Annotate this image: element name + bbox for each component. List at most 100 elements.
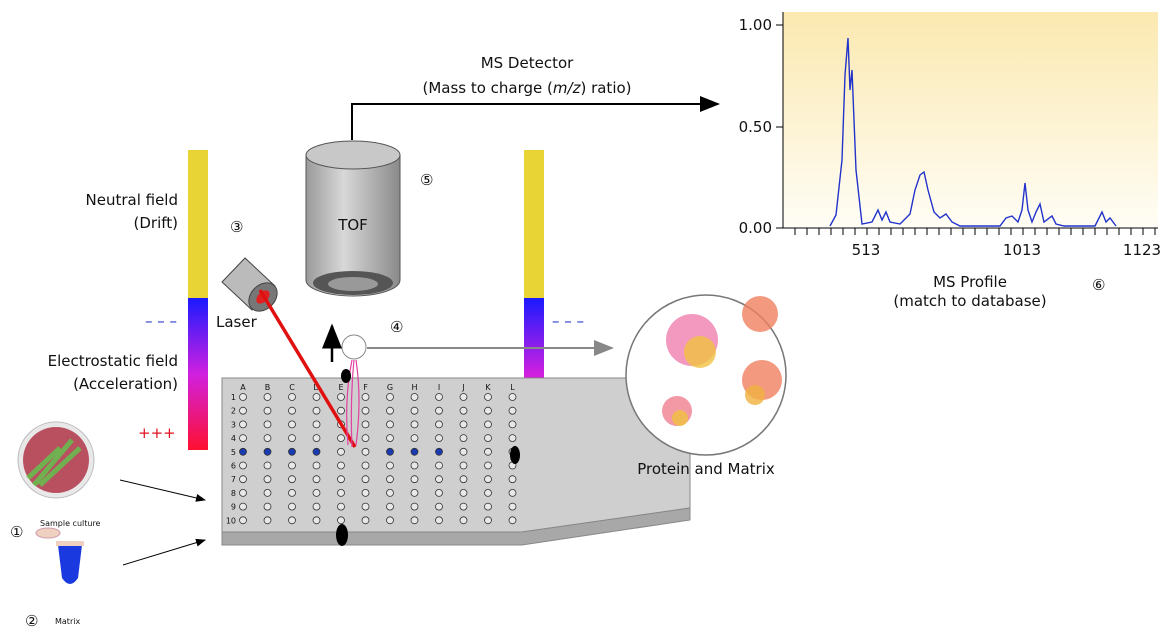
row-label: 5 <box>231 448 236 457</box>
well <box>288 516 296 525</box>
step: ④ <box>390 318 403 336</box>
well <box>337 475 345 484</box>
well <box>239 420 247 429</box>
well <box>288 502 296 511</box>
label: (match to database) <box>893 292 1046 310</box>
well <box>484 420 492 429</box>
well <box>435 420 443 429</box>
well <box>239 516 247 525</box>
spectrum: 1.00 0.50 0.00 513 1013 1123 MS Profile … <box>739 12 1161 310</box>
text: ) ratio) <box>580 79 631 97</box>
label: Matrix <box>55 617 80 626</box>
well <box>239 488 247 497</box>
well <box>508 502 517 511</box>
well <box>263 516 272 525</box>
step: ⑥ <box>1092 276 1105 294</box>
label: Protein and Matrix <box>637 460 775 478</box>
well <box>484 434 492 443</box>
column-label: E <box>338 383 343 392</box>
plot-bg <box>783 12 1158 227</box>
well <box>239 502 247 511</box>
clip <box>341 369 351 383</box>
clip <box>336 524 348 546</box>
well <box>288 488 296 497</box>
well <box>239 434 247 443</box>
x-tick-label: 513 <box>852 241 881 259</box>
well <box>312 461 321 470</box>
well <box>484 447 492 456</box>
well <box>410 447 419 456</box>
column-label: B <box>265 383 271 392</box>
well <box>459 516 468 525</box>
label: (Acceleration) <box>73 375 178 393</box>
row-label: 3 <box>231 420 236 429</box>
plume <box>346 359 360 448</box>
well <box>386 488 394 497</box>
petri-dish <box>17 421 95 499</box>
well <box>337 434 345 443</box>
well <box>459 447 468 456</box>
well <box>312 502 321 511</box>
well <box>386 516 394 525</box>
well <box>239 447 247 456</box>
bar <box>524 150 544 298</box>
well <box>263 488 272 497</box>
well <box>361 393 370 401</box>
step: ⑤ <box>420 171 433 189</box>
well <box>361 516 370 525</box>
well <box>435 488 443 497</box>
well <box>435 516 443 525</box>
well <box>361 502 370 511</box>
tube <box>35 527 84 584</box>
well <box>263 393 272 401</box>
x-tick-label: 1013 <box>1003 241 1041 259</box>
step: ② <box>25 612 38 630</box>
well <box>508 516 517 525</box>
bar <box>188 150 208 298</box>
well <box>386 475 394 484</box>
well <box>410 393 419 401</box>
row-label: 4 <box>231 434 236 443</box>
well <box>361 434 370 443</box>
well <box>288 475 296 484</box>
bar <box>188 298 208 450</box>
well <box>263 434 272 443</box>
well <box>361 461 370 470</box>
well <box>337 461 345 470</box>
column-label: G <box>387 383 393 392</box>
well <box>312 516 321 525</box>
well <box>508 420 517 429</box>
well <box>312 406 321 415</box>
well <box>361 447 370 456</box>
label: Electrostatic field <box>48 352 178 370</box>
well <box>288 461 296 470</box>
clip <box>510 446 520 464</box>
arrow <box>122 538 206 566</box>
well <box>435 406 443 415</box>
y-tick-label: 0.00 <box>739 219 772 237</box>
well <box>484 516 492 525</box>
row-label: 9 <box>231 503 236 512</box>
well <box>337 502 345 511</box>
column-label: I <box>438 383 440 392</box>
text: (Mass to charge ( <box>422 79 552 97</box>
well <box>435 434 443 443</box>
label: – – – <box>145 312 177 330</box>
well <box>263 461 272 470</box>
well <box>459 475 468 484</box>
row-label: 7 <box>231 475 236 484</box>
well <box>435 393 443 401</box>
tof: TOF <box>305 140 401 297</box>
step: ③ <box>230 218 243 236</box>
well <box>484 406 492 415</box>
well <box>337 488 345 497</box>
well <box>288 434 296 443</box>
label: Laser <box>216 313 258 331</box>
row-label: 1 <box>231 393 236 402</box>
well <box>361 488 370 497</box>
well <box>508 488 517 497</box>
well <box>459 406 468 415</box>
well <box>484 502 492 511</box>
label: (Drift) <box>134 214 179 232</box>
